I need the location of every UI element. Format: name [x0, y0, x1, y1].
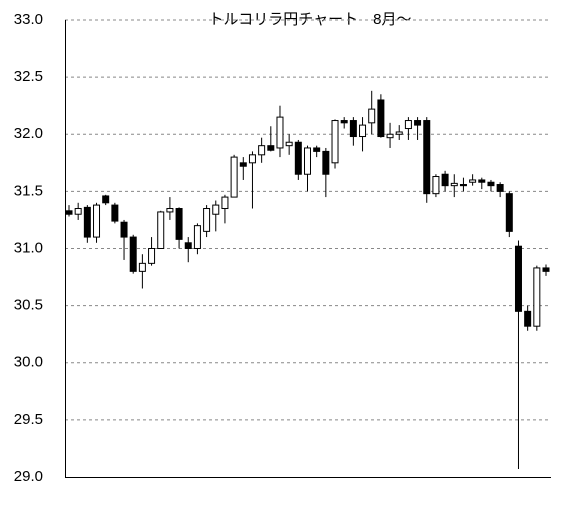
candle-body: [514, 245, 522, 312]
y-tick-label: 29.5: [14, 411, 43, 428]
candle-body: [248, 154, 256, 164]
candle-body: [102, 195, 110, 204]
candle-body: [65, 210, 73, 215]
candle-body: [267, 145, 275, 151]
candle-body: [542, 267, 550, 272]
candle-body: [331, 120, 339, 164]
candle-body: [450, 182, 458, 187]
y-tick-label: 33.0: [14, 11, 43, 28]
y-tick-label: 32.5: [14, 68, 43, 85]
candle-body: [294, 141, 302, 175]
candle-body: [496, 184, 504, 192]
candle-body: [276, 116, 284, 149]
candle-body: [184, 242, 192, 250]
candle-body: [239, 162, 247, 167]
candle-body: [459, 184, 467, 187]
candle-body: [304, 147, 311, 175]
candle-body: [258, 145, 266, 156]
candle-body: [221, 196, 229, 210]
candle-body: [524, 310, 532, 327]
candle-body: [395, 131, 403, 135]
candle-body: [441, 173, 449, 187]
candle-body: [432, 176, 440, 195]
candle-body: [74, 208, 82, 215]
y-tick-label: 32.0: [14, 125, 43, 142]
candle-body: [138, 262, 146, 272]
y-tick-label: 30.5: [14, 297, 43, 314]
candle-body: [120, 221, 128, 238]
candle-body: [478, 179, 486, 183]
candle-body: [469, 179, 477, 183]
candle-body: [129, 236, 137, 272]
candle-body: [175, 208, 183, 240]
y-tick-label: 31.5: [14, 182, 43, 199]
y-tick-label: 29.0: [14, 468, 43, 485]
candle-body: [359, 124, 367, 138]
candle-body: [203, 208, 211, 232]
candle-body: [313, 147, 321, 152]
candle-body: [157, 211, 165, 250]
candle-body: [93, 204, 101, 238]
candle-body: [230, 156, 238, 198]
y-tick-label: 30.0: [14, 354, 43, 371]
candle-body: [386, 133, 394, 139]
candle-body: [414, 120, 422, 126]
candle-body: [404, 120, 412, 130]
candle-body: [148, 248, 156, 264]
candle-body: [423, 120, 431, 195]
candle-body: [377, 99, 385, 138]
chart-title: トルコリラ円チャート 8月～: [209, 11, 412, 28]
candle-body: [83, 206, 91, 238]
candle-body: [322, 150, 330, 175]
candle-body: [349, 120, 357, 138]
candle-body: [212, 204, 220, 215]
candle-body: [111, 204, 119, 222]
candle-body: [368, 108, 376, 124]
candle-body: [505, 193, 513, 232]
candle-body: [166, 208, 174, 213]
candle-body: [340, 120, 348, 124]
candle-body: [285, 141, 293, 147]
candle-body: [487, 181, 495, 187]
candle-body: [533, 267, 541, 327]
y-tick-label: 31.0: [14, 239, 43, 256]
candle-body: [193, 225, 201, 249]
